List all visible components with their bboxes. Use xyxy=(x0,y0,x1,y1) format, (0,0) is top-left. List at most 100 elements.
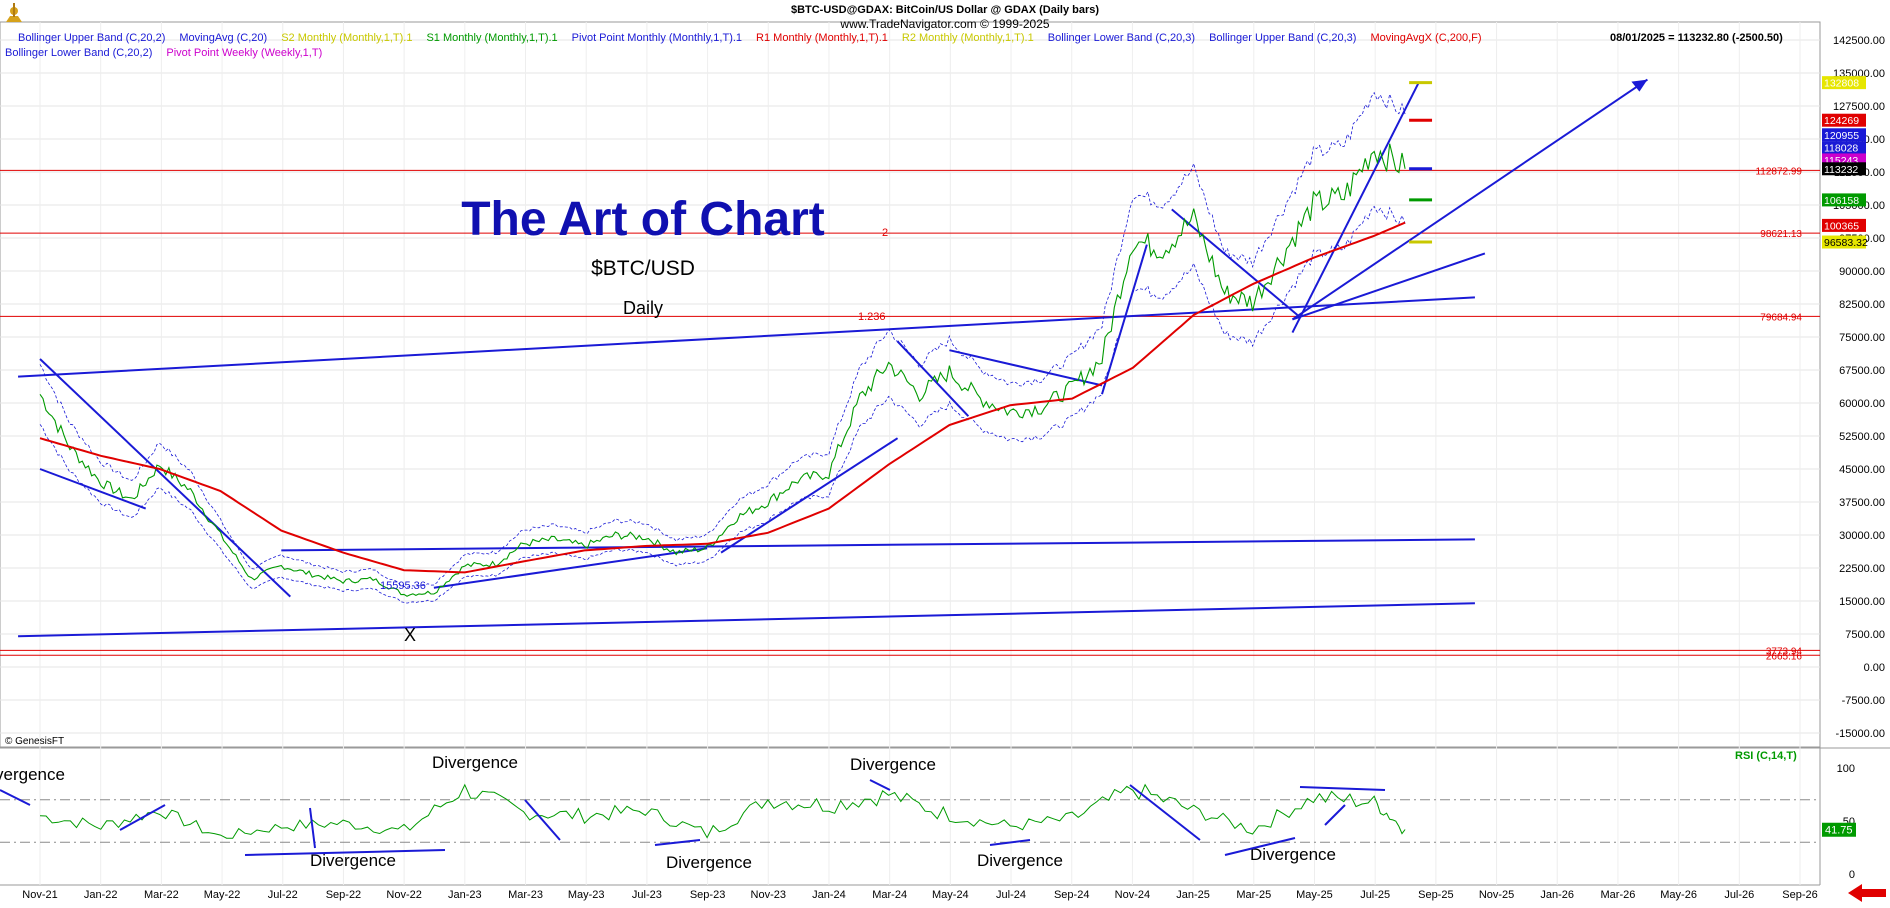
legend-item: MovingAvg (C,20) xyxy=(179,32,267,44)
divergence-line xyxy=(309,807,316,849)
time-tick-label: Jul-23 xyxy=(632,889,662,901)
price-tick-label: 127500.00 xyxy=(1833,101,1885,113)
divergence-line xyxy=(524,799,561,841)
time-tick-label: Nov-23 xyxy=(751,889,786,901)
low-value-label: 15595.36 xyxy=(380,580,426,592)
value-badge-text: 120955 xyxy=(1824,130,1859,142)
trendline xyxy=(1292,252,1486,321)
legend-item: S1 Monthly (Monthly,1,T).1 xyxy=(426,32,557,44)
level-label: 79684.94 xyxy=(1760,312,1802,323)
legend-item: S2 Monthly (Monthly,1,T).1 xyxy=(281,32,412,44)
value-badge xyxy=(1822,235,1866,249)
divergence-line xyxy=(989,839,1031,846)
divergence-line xyxy=(244,849,446,856)
value-badge xyxy=(1822,128,1866,142)
legend-item: Bollinger Upper Band (C,20,3) xyxy=(1209,32,1356,44)
rsi-label: RSI (C,14,T) xyxy=(1735,750,1797,762)
time-tick-label: Jul-24 xyxy=(996,889,1026,901)
rsi-tick-label: 0 xyxy=(1849,869,1855,881)
value-badge-text: 124269 xyxy=(1824,115,1859,127)
legend-item: Bollinger Upper Band (C,20,2) xyxy=(18,32,165,44)
divergence-label: Divergence xyxy=(1250,845,1336,864)
scroll-left-icon[interactable] xyxy=(1840,884,1890,903)
trendline xyxy=(18,296,1475,378)
price-tick-label: 30000.00 xyxy=(1839,530,1885,542)
legend-item: R2 Monthly (Monthly,1,T).1 xyxy=(902,32,1034,44)
time-tick-label: Mar-22 xyxy=(144,889,179,901)
price-tick-label: 45000.00 xyxy=(1839,464,1885,476)
divergence-label: Divergence xyxy=(432,753,518,772)
time-tick-label: May-24 xyxy=(932,889,969,901)
time-tick-label: Jan-26 xyxy=(1540,889,1574,901)
ma200-line xyxy=(39,221,1406,574)
price-series-line xyxy=(39,143,1406,597)
legend-item: Bollinger Lower Band (C,20,2) xyxy=(5,47,152,59)
projection-arrow-line xyxy=(1291,78,1648,321)
bollinger-upper-band xyxy=(39,91,1406,588)
chart-symbol: $BTC/USD xyxy=(591,257,695,280)
trendline xyxy=(433,547,708,589)
time-tick-label: Jan-24 xyxy=(812,889,846,901)
divergence-line xyxy=(119,804,166,831)
price-tick-label: 15000.00 xyxy=(1839,596,1885,608)
value-badge-text: 113232 xyxy=(1824,164,1858,176)
legend-item: Bollinger Lower Band (C,20,3) xyxy=(1048,32,1195,44)
chart-timeframe: Daily xyxy=(623,298,663,318)
legend-item: R1 Monthly (Monthly,1,T).1 xyxy=(756,32,888,44)
rsi-badge xyxy=(1822,822,1856,837)
rsi-panel xyxy=(0,783,1820,843)
logo-icon xyxy=(6,3,22,22)
divergence-label: Divergence xyxy=(666,853,752,872)
trendline xyxy=(720,437,899,554)
time-tick-label: Jan-23 xyxy=(448,889,482,901)
rsi-badge-text: 41.75 xyxy=(1825,825,1853,837)
value-badge xyxy=(1822,141,1866,155)
divergence-line xyxy=(1324,804,1346,826)
trendline xyxy=(1101,244,1148,395)
time-tick-label: Mar-24 xyxy=(872,889,907,901)
price-tick-label: -15000.00 xyxy=(1835,728,1885,740)
price-tick-label: 60000.00 xyxy=(1839,398,1885,410)
trendline xyxy=(1291,81,1420,334)
projection-arrowhead xyxy=(1631,79,1648,92)
divergence-line xyxy=(869,779,891,791)
last-value-readout: 08/01/2025 = 113232.80 (-2500.50) xyxy=(1610,32,1783,44)
value-badge-text: 106158 xyxy=(1824,195,1859,207)
value-badge-text: 132808 xyxy=(1824,78,1859,90)
trendline xyxy=(281,538,1475,552)
grid-layer xyxy=(0,22,1820,885)
time-tick-label: Nov-24 xyxy=(1115,889,1150,901)
trendline xyxy=(39,358,291,598)
price-tick-label: 52500.00 xyxy=(1839,431,1885,443)
time-tick-label: Jul-22 xyxy=(268,889,298,901)
trendline xyxy=(1171,208,1299,316)
price-tick-label: 67500.00 xyxy=(1839,365,1885,377)
value-badge-text: 100365 xyxy=(1824,220,1859,232)
trendline xyxy=(949,349,1103,387)
value-badge-text: 96583.32 xyxy=(1824,237,1868,249)
series-layer xyxy=(39,91,1406,604)
time-tick-label: Nov-21 xyxy=(22,889,57,901)
legend-row-1: Bollinger Upper Band (C,20,2) MovingAvg (… xyxy=(18,32,1482,44)
time-tick-label: Mar-26 xyxy=(1601,889,1636,901)
divergence-line xyxy=(0,789,31,806)
level-label: 112872.99 xyxy=(1755,166,1802,177)
legend-item: Pivot Point Monthly (Monthly,1,T).1 xyxy=(572,32,742,44)
price-tick-label: 90000.00 xyxy=(1839,266,1885,278)
level-label: 3773.94 xyxy=(1766,646,1803,657)
value-badge-text: 118028 xyxy=(1824,143,1858,155)
rsi-series-line xyxy=(39,783,1406,839)
value-badge xyxy=(1822,218,1866,232)
value-badge xyxy=(1822,162,1866,176)
divergence-label: Divergence xyxy=(310,851,396,870)
time-tick-label: Jul-25 xyxy=(1360,889,1390,901)
value-badge xyxy=(1822,193,1866,207)
legend-item: MovingAvgX (C,200,F) xyxy=(1370,32,1481,44)
time-tick-label: Jul-26 xyxy=(1724,889,1754,901)
price-tick-label: 22500.00 xyxy=(1839,563,1885,575)
divergence-line xyxy=(1224,837,1296,856)
fib-2-label: 2 xyxy=(882,227,888,239)
level-label: 98621.13 xyxy=(1760,229,1802,240)
